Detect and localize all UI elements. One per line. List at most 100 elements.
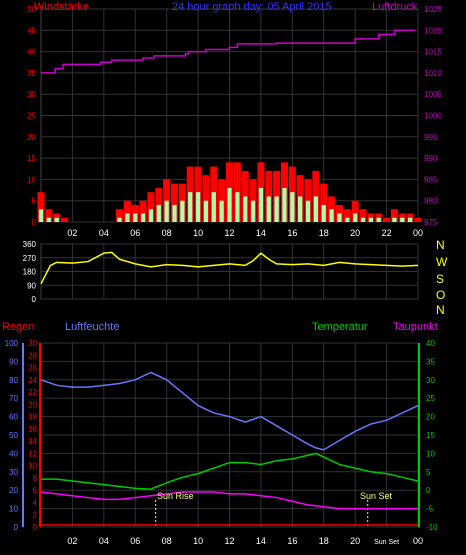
- wind-tick-label: 45: [27, 26, 36, 35]
- rain-tick-label: 16: [28, 425, 37, 434]
- wind-gust-bar: [375, 213, 383, 222]
- hour-tick-label: 14: [256, 228, 266, 238]
- wind-avg-bar: [203, 200, 209, 222]
- wind-avg-bar: [140, 213, 146, 222]
- pressure-line: [41, 29, 415, 74]
- direction-tick-label: 0: [32, 295, 37, 304]
- compass-n-top: N: [436, 238, 445, 252]
- hour-tick-label: 06: [130, 536, 140, 546]
- wind-avg-bar: [337, 213, 342, 222]
- humidity-tick-label: 70: [9, 394, 18, 403]
- hour-tick-label: 18: [319, 228, 329, 238]
- wind-avg-bar: [329, 209, 334, 222]
- wind-avg-bar: [368, 217, 373, 222]
- direction-tick-label: 180: [23, 268, 37, 277]
- wind-avg-bar: [258, 187, 264, 222]
- humidity-line: [40, 371, 419, 451]
- rain-tick-label: 2: [33, 511, 38, 520]
- wind-gust-bar: [351, 200, 359, 222]
- hour-tick-label: 00: [413, 536, 423, 546]
- humidity-tick-label: 90: [9, 357, 18, 366]
- humidity-tick-label: 60: [9, 413, 18, 422]
- hour-tick-label: 00: [413, 228, 423, 238]
- hour-tick-label: 12: [224, 536, 234, 546]
- temperature-tick-label: 0: [426, 486, 431, 495]
- wind-tick-label: 15: [27, 154, 36, 163]
- hour-tick-label: 02: [67, 536, 77, 546]
- direction-tick-label: 270: [23, 254, 37, 263]
- temperature-tick-label: 40: [426, 339, 435, 348]
- wind-avg-bar: [133, 213, 138, 222]
- wind-gust-bar: [202, 175, 210, 222]
- rain-tick-label: 4: [33, 498, 38, 507]
- pressure-tick-label: 995: [424, 133, 438, 142]
- hour-tick-label: 14: [256, 536, 266, 546]
- rain-tick-label: 26: [28, 364, 37, 373]
- hour-tick-label: 12: [224, 228, 234, 238]
- wind-avg-bar: [360, 217, 366, 222]
- compass-n-bottom: N: [436, 303, 445, 317]
- wind-tick-label: 20: [27, 133, 36, 142]
- humidity-tick-label: 40: [9, 449, 18, 458]
- rain-tick-label: 24: [28, 376, 37, 385]
- humidity-tick-label: 100: [5, 339, 19, 348]
- wind-gust-bar: [155, 187, 163, 222]
- rain-tick-label: 0: [33, 523, 38, 532]
- wind-avg-bar: [164, 200, 169, 222]
- wind-gust-bar: [116, 209, 124, 222]
- wind-avg-bar: [266, 196, 271, 222]
- wind-avg-bar: [235, 192, 240, 222]
- temperature-tick-label: 5: [426, 468, 431, 477]
- wind-avg-bar: [274, 196, 279, 222]
- pressure-tick-label: 1020: [424, 26, 442, 35]
- wind-avg-bar: [353, 213, 358, 222]
- wind-gust-bar: [406, 213, 414, 222]
- wind-avg-bar: [282, 187, 287, 222]
- wind-tick-label: 10: [27, 175, 36, 184]
- wind-gust-bar: [123, 200, 131, 222]
- sun-set-label: Sun Set: [360, 491, 393, 501]
- wind-avg-bar: [46, 217, 51, 222]
- temperature-tick-label: -5: [426, 505, 434, 514]
- wind-avg-bar: [345, 217, 350, 222]
- humidity-tick-label: 10: [9, 505, 18, 514]
- rain-tick-label: 6: [33, 486, 38, 495]
- wind-avg-bar: [250, 200, 256, 222]
- rain-tick-label: 28: [28, 351, 37, 360]
- wind-avg-bar: [321, 204, 326, 222]
- humidity-temperature-lines: [40, 371, 419, 526]
- pressure-tick-label: 1005: [424, 90, 442, 99]
- wind-avg-bar: [298, 196, 303, 222]
- wind-avg-bar: [243, 196, 248, 222]
- regen-label: Regen: [2, 321, 34, 333]
- humidity-tick-label: 50: [9, 431, 18, 440]
- wind-gust-bar: [398, 213, 406, 222]
- wind-avg-bar: [188, 192, 193, 222]
- compass-o: O: [436, 288, 445, 302]
- wind-avg-bar: [408, 217, 413, 222]
- hour-tick-label: 04: [99, 536, 109, 546]
- taupunkt-label: Taupunkt: [393, 321, 438, 333]
- temperature-tick-label: -10: [426, 523, 438, 532]
- wind-avg-bar: [305, 200, 311, 222]
- wind-pressure-lines: [41, 29, 415, 74]
- rain-tick-label: 10: [28, 462, 37, 471]
- pressure-tick-label: 1015: [424, 48, 442, 57]
- rain-tick-label: 22: [28, 388, 37, 397]
- temperature-tick-label: 15: [426, 431, 435, 440]
- temperature-tick-label: 25: [426, 394, 435, 403]
- hour-tick-label: 18: [319, 536, 329, 546]
- wind-gust-bar: [390, 209, 398, 222]
- wind-gust-bar: [320, 183, 328, 222]
- hour-tick-label: 20: [350, 536, 360, 546]
- wind-avg-bar: [180, 200, 185, 222]
- wind-avg-bar: [148, 209, 154, 222]
- pressure-tick-label: 990: [424, 154, 438, 163]
- hour-tick-label: 02: [67, 228, 77, 238]
- wind-gust-bar: [414, 217, 422, 222]
- hour-tick-label: 10: [193, 228, 203, 238]
- left-axis-title: Windstärke: [34, 1, 89, 13]
- rain-tick-label: 18: [28, 413, 37, 422]
- hour-tick-label: 20: [350, 228, 360, 238]
- wind-avg-bar: [156, 204, 161, 222]
